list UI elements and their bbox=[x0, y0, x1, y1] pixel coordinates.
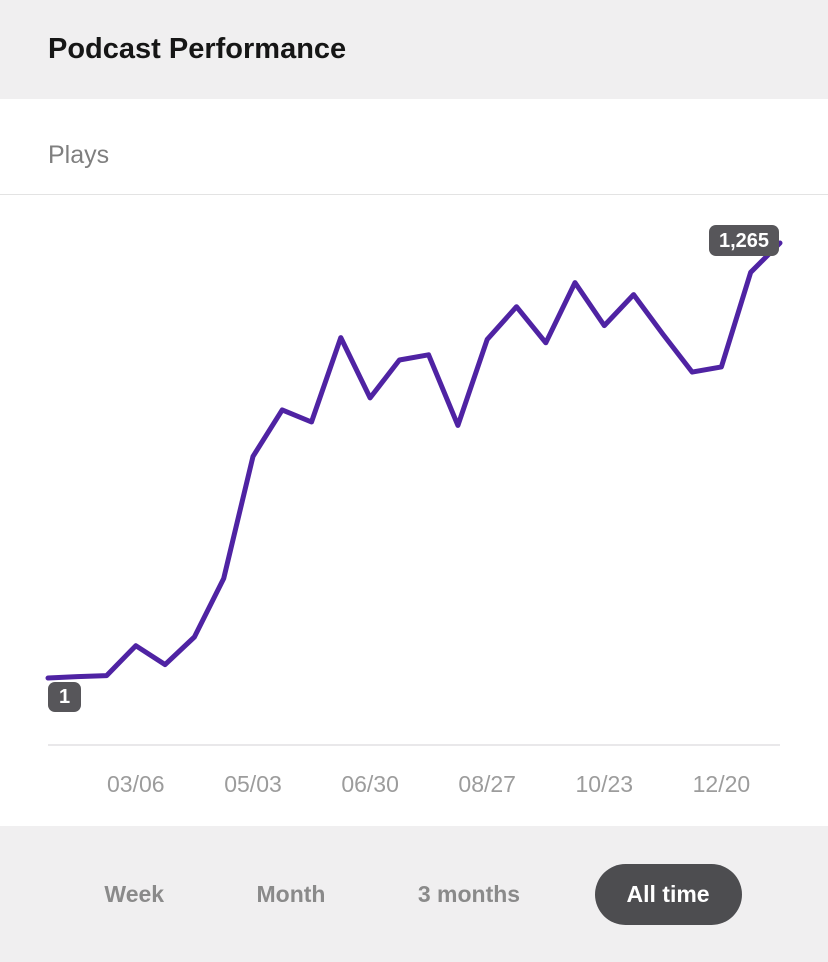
header: Podcast Performance bbox=[0, 0, 828, 99]
range-3months-button[interactable]: 3 months bbox=[400, 867, 538, 922]
plays-label: Plays bbox=[48, 141, 110, 169]
svg-text:06/30: 06/30 bbox=[341, 771, 399, 797]
svg-text:10/23: 10/23 bbox=[576, 771, 634, 797]
svg-text:03/06: 03/06 bbox=[107, 771, 165, 797]
range-week-button[interactable]: Week bbox=[86, 867, 182, 922]
page-title: Podcast Performance bbox=[48, 33, 347, 65]
range-month-button[interactable]: Month bbox=[238, 867, 343, 922]
svg-text:08/27: 08/27 bbox=[458, 771, 516, 797]
plays-line-chart: 03/06 05/03 06/30 08/27 10/23 12/20 bbox=[45, 240, 783, 797]
chart-region: 03/06 05/03 06/30 08/27 10/23 12/20 1 1,265 bbox=[0, 195, 828, 826]
end-value-badge: 1,265 bbox=[709, 225, 780, 256]
range-alltime-button[interactable]: All time bbox=[594, 863, 742, 925]
svg-text:05/03: 05/03 bbox=[224, 771, 282, 797]
start-value-badge: 1 bbox=[48, 682, 82, 712]
svg-text:12/20: 12/20 bbox=[693, 771, 751, 797]
time-range-selector: Week Month 3 months All time bbox=[0, 826, 828, 962]
metric-row: Plays bbox=[0, 99, 828, 195]
